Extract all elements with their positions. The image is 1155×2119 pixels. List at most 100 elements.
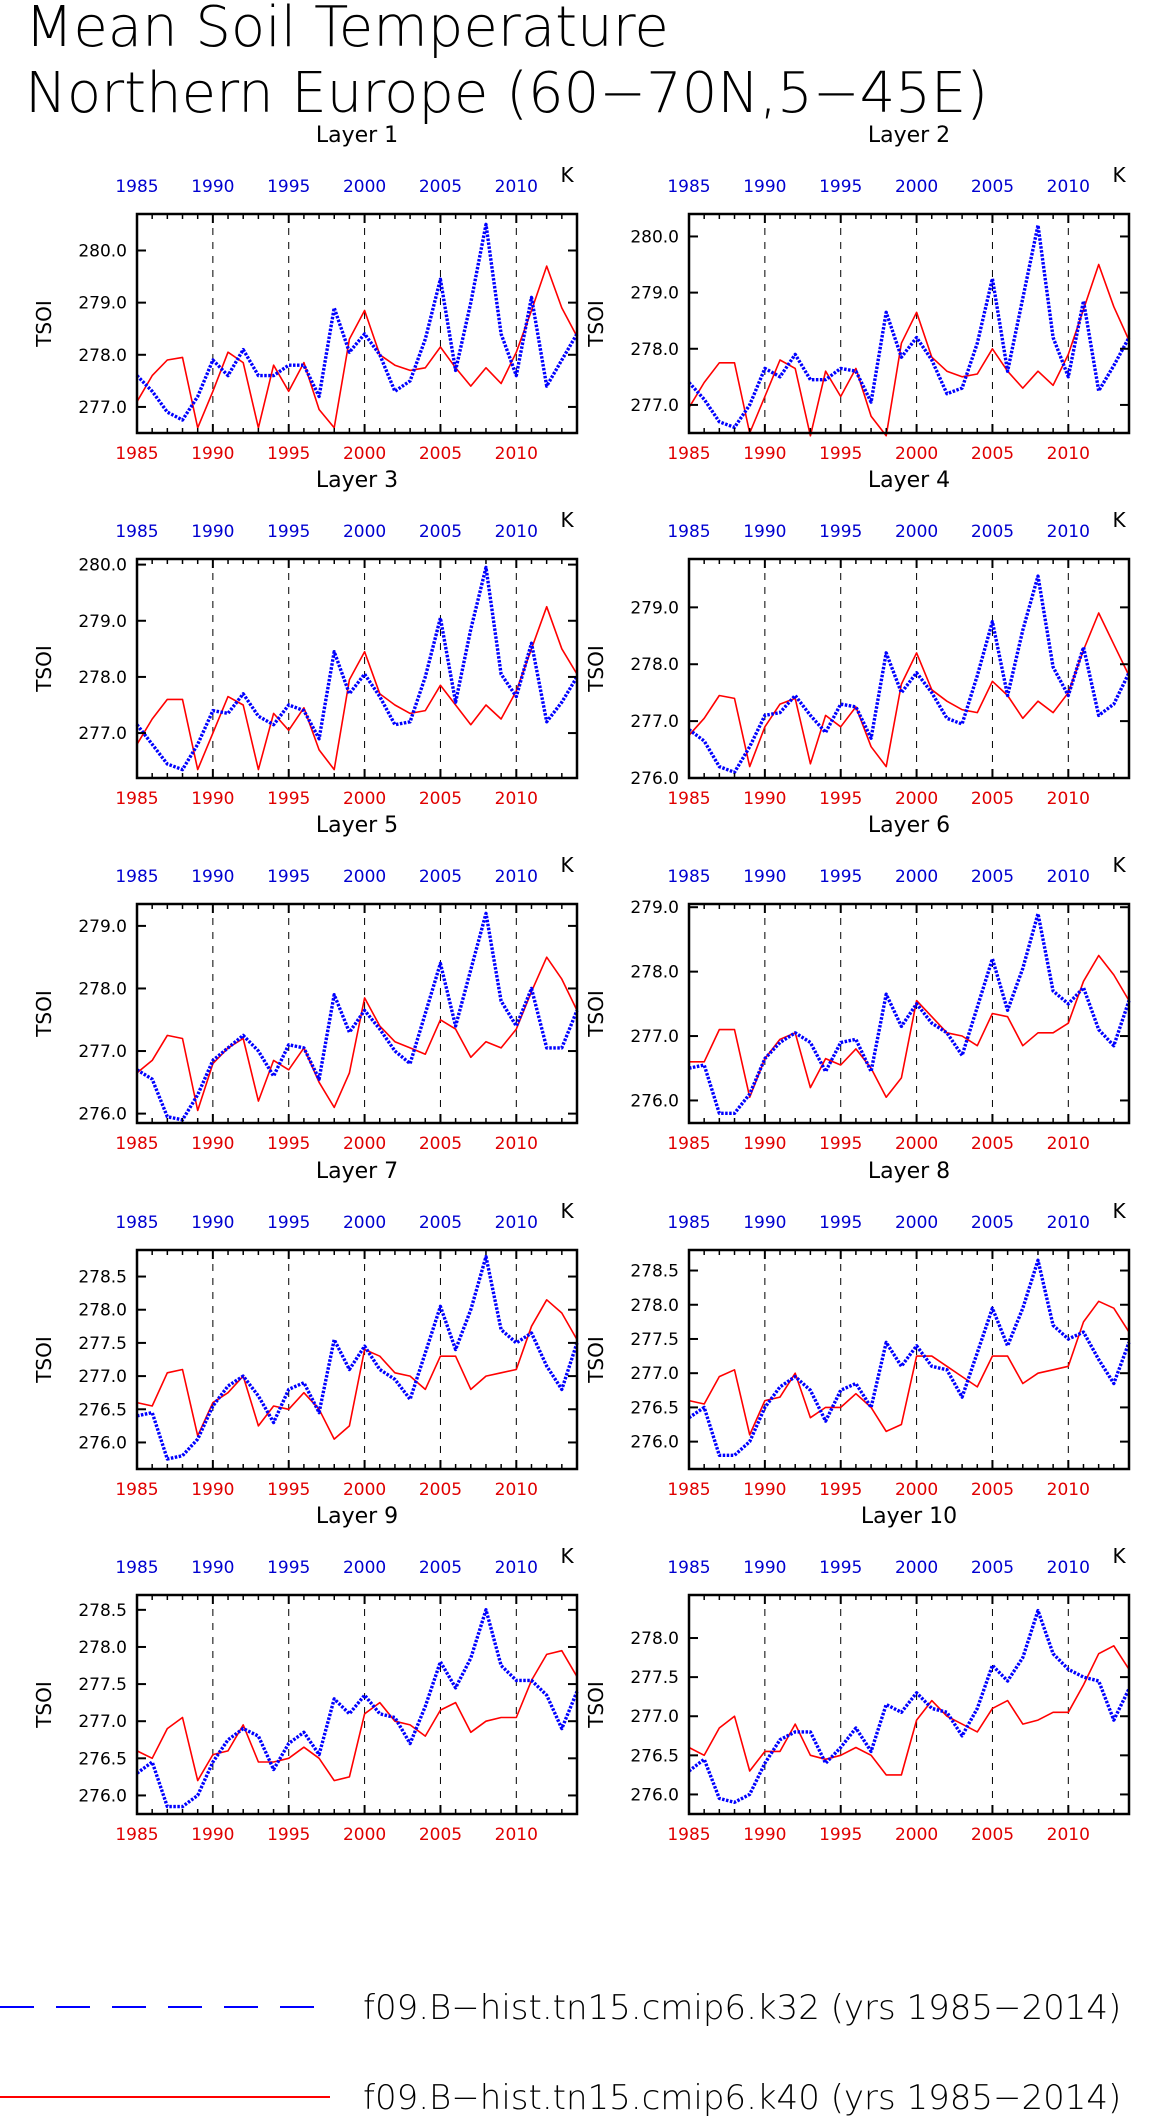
x-tick-label-bottom: 1990 bbox=[743, 1480, 786, 1500]
panel-title: Layer 8 bbox=[868, 1159, 950, 1184]
x-tick-label-top: 1995 bbox=[267, 1558, 310, 1578]
x-tick-label-top: 1990 bbox=[191, 522, 234, 542]
x-tick-label-top: 1995 bbox=[267, 177, 310, 197]
series-k32-line bbox=[687, 1608, 1131, 1805]
series-k40-line bbox=[136, 265, 578, 429]
y-tick-label: 277.0 bbox=[630, 1364, 679, 1384]
legend-k40-label: f09.B−hist.tn15.cmip6.k40 (yrs 1985−2014… bbox=[363, 2078, 1121, 2118]
x-tick-label-top: 1990 bbox=[191, 1558, 234, 1578]
panel-title: Layer 6 bbox=[868, 813, 950, 838]
series-k32-line bbox=[688, 912, 1131, 1116]
x-tick-label-bottom: 2010 bbox=[495, 1480, 538, 1500]
x-tick-label-bottom: 1995 bbox=[819, 789, 862, 809]
panel-layer-7: Layer 7 K 1985 1985 1990 1990 1995 1995 2000 2000… bbox=[32, 1159, 579, 1500]
x-tick-label-top: 2010 bbox=[495, 1213, 538, 1233]
plot-frame bbox=[135, 902, 579, 1125]
y-tick-label: 276.0 bbox=[78, 1105, 127, 1125]
x-tick-label-top: 2010 bbox=[495, 522, 538, 542]
x-tick-label-bottom: 2000 bbox=[343, 1480, 386, 1500]
x-tick-label-top: 2000 bbox=[343, 177, 386, 197]
x-tick-label-top: 1985 bbox=[115, 1558, 158, 1578]
plot-frame bbox=[687, 557, 1131, 780]
panel-layer-3: Layer 3 K 1985 1985 1990 1990 1995 1995 2000 2000… bbox=[32, 468, 579, 809]
panel-title: Layer 3 bbox=[316, 468, 398, 493]
x-tick-label-top: 1985 bbox=[667, 867, 710, 887]
x-tick-label-bottom: 2010 bbox=[1047, 444, 1090, 464]
x-tick-label-bottom: 2000 bbox=[895, 1480, 938, 1500]
y-tick-label: 278.0 bbox=[630, 340, 679, 360]
x-tick-label-top: 2010 bbox=[1047, 522, 1090, 542]
y-tick-label: 277.5 bbox=[78, 1334, 127, 1354]
panel-layer-10: Layer 10 K 1985 1985 1990 1990 1995 1995 2000 200… bbox=[584, 1504, 1131, 1845]
panel-layer-5: Layer 5 K 1985 1985 1990 1990 1995 1995 2000 2000… bbox=[32, 813, 579, 1154]
y-tick-label: 279.0 bbox=[630, 598, 679, 618]
x-tick-label-bottom: 2000 bbox=[895, 444, 938, 464]
y-tick-label: 276.0 bbox=[630, 1433, 679, 1453]
x-tick-label-bottom: 2010 bbox=[1047, 789, 1090, 809]
y-axis-title: TSOI bbox=[32, 990, 56, 1038]
y-tick-label: 278.0 bbox=[630, 655, 679, 675]
x-tick-label-bottom: 2005 bbox=[419, 1134, 462, 1154]
x-tick-label-top: 2005 bbox=[419, 1213, 462, 1233]
series-k40-line bbox=[136, 956, 578, 1112]
x-tick-label-top: 1985 bbox=[115, 867, 158, 887]
x-tick-label-bottom: 1990 bbox=[743, 444, 786, 464]
x-tick-label-bottom: 1990 bbox=[743, 1825, 786, 1845]
x-tick-label-bottom: 2005 bbox=[419, 789, 462, 809]
unit-label: K bbox=[1112, 853, 1126, 877]
x-tick-label-top: 2005 bbox=[971, 1558, 1014, 1578]
x-tick-label-top: 2005 bbox=[419, 867, 462, 887]
y-tick-label: 280.0 bbox=[78, 242, 127, 262]
unit-label: K bbox=[560, 508, 574, 532]
x-tick-label-bottom: 1985 bbox=[115, 1480, 158, 1500]
unit-label: K bbox=[560, 1199, 574, 1223]
x-tick-label-top: 2010 bbox=[495, 177, 538, 197]
series-k40-line bbox=[689, 954, 1130, 1098]
x-tick-label-top: 1990 bbox=[191, 867, 234, 887]
x-tick-label-top: 1995 bbox=[819, 867, 862, 887]
series-k40-line bbox=[688, 1645, 1130, 1776]
x-tick-label-top: 1990 bbox=[191, 1213, 234, 1233]
x-tick-label-bottom: 2005 bbox=[971, 1134, 1014, 1154]
series-k40-line bbox=[688, 1300, 1130, 1436]
x-tick-label-top: 1990 bbox=[743, 522, 786, 542]
x-tick-label-top: 1990 bbox=[191, 177, 234, 197]
y-tick-label: 278.0 bbox=[630, 1629, 679, 1649]
x-tick-label-bottom: 2000 bbox=[895, 789, 938, 809]
y-tick-label: 279.0 bbox=[78, 612, 127, 632]
x-tick-label-bottom: 1995 bbox=[267, 1134, 310, 1154]
plot-frame bbox=[135, 557, 579, 780]
series-k40-line bbox=[688, 612, 1130, 768]
y-tick-label: 278.0 bbox=[630, 1296, 679, 1316]
x-tick-label-top: 1985 bbox=[667, 177, 710, 197]
y-tick-label: 276.0 bbox=[630, 1785, 679, 1805]
x-tick-label-bottom: 2010 bbox=[1047, 1825, 1090, 1845]
panel-layer-6: Layer 6 K 1985 1985 1990 1990 1995 1995 2000 2000… bbox=[584, 813, 1131, 1154]
x-tick-label-top: 1995 bbox=[819, 522, 862, 542]
x-tick-label-top: 1990 bbox=[743, 1213, 786, 1233]
plot-frame bbox=[687, 1248, 1131, 1471]
x-tick-label-top: 2010 bbox=[1047, 1558, 1090, 1578]
x-tick-label-bottom: 1990 bbox=[191, 1825, 234, 1845]
x-tick-label-top: 1995 bbox=[819, 1213, 862, 1233]
x-tick-label-top: 1995 bbox=[819, 177, 862, 197]
series-k40-line bbox=[136, 1299, 578, 1440]
y-tick-label: 280.0 bbox=[78, 556, 127, 576]
panel-layer-1: Layer 1 K 1985 1985 1990 1990 1995 1995 2000 2000… bbox=[32, 123, 579, 464]
y-axis-title: TSOI bbox=[32, 645, 56, 693]
panel-layer-9: Layer 9 K 1985 1985 1990 1990 1995 1995 2000 2000… bbox=[32, 1504, 579, 1845]
x-tick-label-bottom: 2005 bbox=[971, 444, 1014, 464]
x-tick-label-bottom: 1985 bbox=[667, 1134, 710, 1154]
series-k32-line bbox=[135, 1608, 579, 1809]
x-tick-label-top: 1985 bbox=[115, 522, 158, 542]
legend-k32-label: f09.B−hist.tn15.cmip6.k32 (yrs 1985−2014… bbox=[363, 1988, 1121, 2028]
y-tick-label: 276.0 bbox=[78, 1786, 127, 1806]
x-tick-label-bottom: 1985 bbox=[667, 789, 710, 809]
x-tick-label-top: 2010 bbox=[1047, 177, 1090, 197]
x-tick-label-bottom: 1990 bbox=[743, 789, 786, 809]
series-k40-line bbox=[688, 263, 1130, 437]
panel-layer-4: Layer 4 K 1985 1985 1990 1990 1995 1995 2000 2000… bbox=[584, 468, 1131, 809]
x-tick-label-top: 2000 bbox=[343, 867, 386, 887]
x-tick-label-bottom: 1995 bbox=[267, 789, 310, 809]
y-tick-label: 279.0 bbox=[630, 284, 679, 304]
